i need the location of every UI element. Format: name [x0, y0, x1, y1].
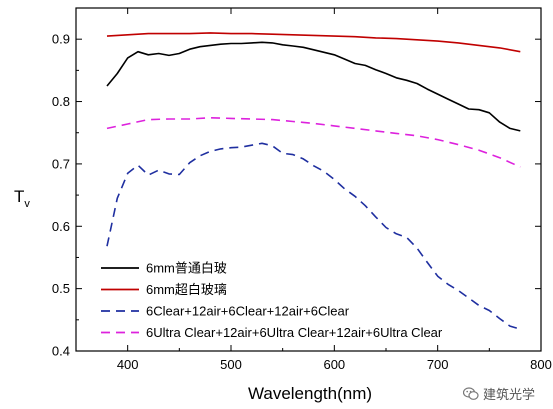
legend-label-1: 6mm普通白玻 — [146, 261, 227, 276]
y-tick-label: 0.5 — [52, 281, 70, 296]
y-tick-label: 0.6 — [52, 219, 70, 234]
x-axis-title: Wavelength(nm) — [248, 384, 372, 403]
series-line-2 — [106, 32, 521, 53]
x-tick-label: 800 — [530, 357, 552, 372]
x-axis-ticks: 400 500 600 700 800 — [75, 8, 552, 372]
legend-label-3: 6Clear+12air+6Clear+12air+6Clear — [146, 304, 350, 319]
legend-label-4: 6Ultra Clear+12air+6Ultra Clear+12air+6U… — [146, 325, 443, 340]
series-lines — [106, 32, 521, 330]
watermark: 建筑光学 — [462, 384, 535, 403]
legend-label-2: 6mm超白玻璃 — [146, 282, 227, 297]
series-line-1 — [106, 41, 521, 132]
plot-area-border — [75, 7, 542, 352]
y-tick-label: 0.7 — [52, 156, 70, 171]
y-axis-title: Tv — [14, 187, 30, 210]
y-tick-label: 0.8 — [52, 94, 70, 109]
x-tick-label: 500 — [220, 357, 242, 372]
legend: 6mm普通白玻 6mm超白玻璃 6Clear+12air+6Clear+12air+… — [101, 261, 443, 340]
x-tick-label: 600 — [323, 357, 345, 372]
x-tick-label: 700 — [427, 357, 449, 372]
watermark-text: 建筑光学 — [482, 388, 535, 403]
y-axis-ticks: 0.4 0.5 0.6 0.7 0.8 0.9 — [52, 32, 541, 359]
x-tick-label: 400 — [117, 357, 139, 372]
y-tick-label: 0.4 — [52, 344, 70, 359]
wechat-icon — [462, 386, 479, 400]
series-line-3 — [106, 142, 521, 330]
series-line-4 — [106, 117, 521, 168]
y-axis-title-subscript: v — [24, 198, 30, 210]
plot-frame — [75, 7, 542, 352]
y-tick-label: 0.9 — [52, 32, 70, 47]
y-axis-title-main: T — [14, 187, 24, 206]
